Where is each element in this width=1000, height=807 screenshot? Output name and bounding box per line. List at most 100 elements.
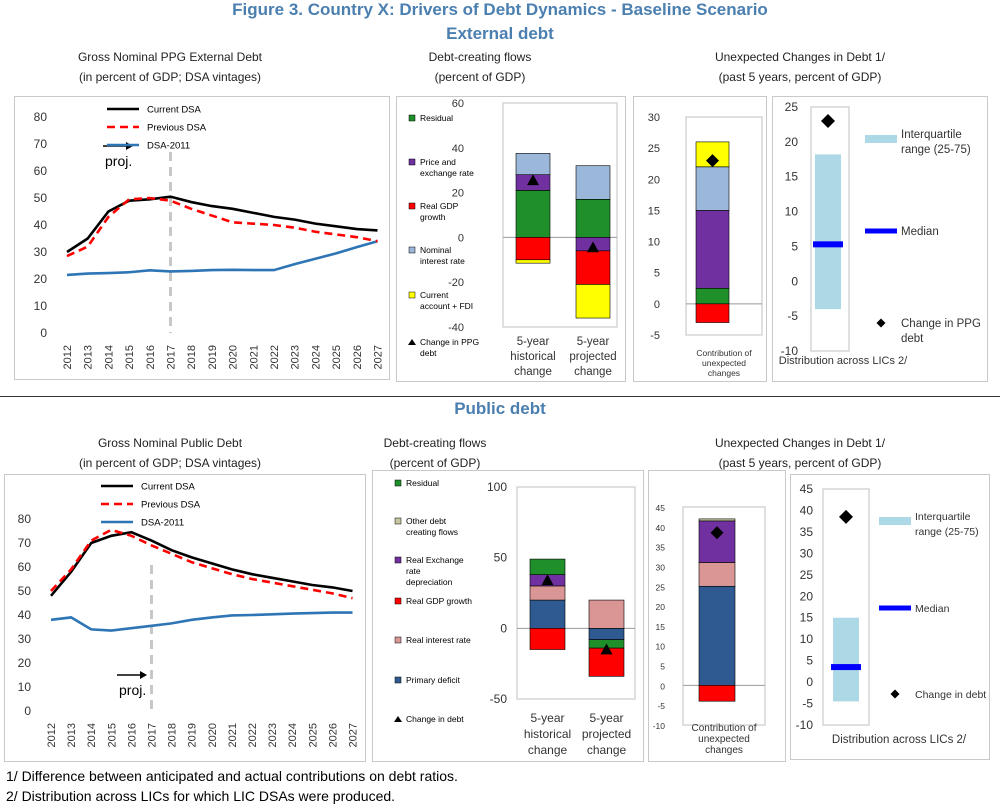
y-tick-label: 25	[656, 582, 666, 592]
plot-area	[822, 488, 870, 726]
x-tick-label: 2023	[267, 723, 279, 747]
pub-contrib-chart: -10 -5 0 5 10 15 20 25 30 35 40 45 Contribution ofun…	[653, 503, 766, 756]
caption-line-1: Unexpected Changes in Debt 1/	[714, 436, 886, 450]
x-category-label: Distribution across LICs 2/	[779, 355, 908, 367]
bar-segment-nominal-interest-rate	[575, 165, 611, 200]
ext-contrib-chart: -5 0 5 10 15 20 25 30 Contribution ofunexpectedc…	[648, 112, 763, 378]
change-marker	[541, 574, 554, 586]
bar-segment-residual	[575, 199, 611, 238]
legend-label: Nominal interest rate	[420, 245, 465, 266]
ext-flows-chart: -40 -20 0 20 40 60 5-year historical change 5-yea…	[408, 98, 618, 378]
y-tick-label: -10	[781, 344, 799, 358]
y-tick-label: 5	[660, 662, 665, 672]
plot-area	[685, 116, 763, 336]
y-tick-label: -5	[787, 309, 798, 323]
plot-area	[516, 486, 636, 700]
y-tick-label: 100	[487, 480, 507, 494]
legend-label: Real Exchange rate depreciation	[406, 555, 464, 587]
y-tick-label: 10	[18, 680, 32, 694]
x-category-label: Contribution of	[696, 348, 752, 358]
legend-label: Current DSA	[141, 482, 196, 493]
legend-label: Change in debt	[406, 714, 464, 724]
caption-ext-line: Gross Nominal PPG External Debt (in perc…	[50, 47, 290, 87]
legend-label: DSA-2011	[147, 141, 190, 152]
series-line-previous-dsa	[66, 196, 378, 258]
legend-swatch	[408, 202, 416, 210]
legend-label: Interquartile range (25-75)	[901, 129, 971, 156]
caption-line-1: Debt-creating flows	[428, 50, 532, 64]
legend-label: Current DSA	[147, 105, 202, 116]
y-tick-label: 40	[34, 218, 48, 232]
y-tick-label: 30	[800, 546, 814, 560]
legend-swatch	[394, 636, 402, 644]
change-marker	[876, 318, 886, 328]
panel-ext-contrib: -5 0 5 10 15 20 25 30 Contribution of unexpected c…	[633, 96, 767, 382]
y-tick-label: 40	[800, 503, 814, 517]
bar-segment-price-and-exchange-rate	[695, 210, 730, 289]
legend-label: Median	[915, 603, 950, 615]
legend-label: Real GDP growth	[420, 201, 459, 222]
change-marker	[587, 241, 599, 253]
bar-segment-residual	[529, 558, 566, 575]
y-tick-label: -10	[653, 721, 666, 731]
legend-swatch-iqr	[879, 517, 911, 525]
panel-pub-line: 0 10 20 30 40 50 60 70 80 2012 2013 2014 2015 2016 201…	[4, 474, 366, 762]
x-tick-label: 2016	[126, 723, 138, 747]
caption-line-1: Gross Nominal PPG External Debt	[77, 50, 263, 64]
series-line-previous-dsa	[50, 528, 353, 600]
x-tick-label: 2013	[66, 723, 78, 747]
y-tick-label: 0	[654, 299, 660, 311]
ext-line-chart: 0 10 20 30 40 50 60 70 80 2012 2013 2014 2015 2016 201…	[34, 105, 385, 370]
x-tick-label: 2017	[147, 723, 159, 747]
x-category-label: historical	[524, 727, 571, 741]
projection-arrow-head	[140, 671, 147, 679]
ext-dist-chart: -10 -5 0 5 10 15 20 25 Distribution across LICs …	[779, 100, 981, 367]
bar-segment-primary-deficit	[529, 599, 566, 629]
y-tick-label: 30	[34, 245, 48, 259]
plot-area	[682, 506, 766, 726]
caption-pub-line: Gross Nominal Public Debt (in percent of…	[50, 433, 290, 473]
y-tick-label: 0	[791, 274, 798, 288]
legend-swatch	[394, 479, 402, 487]
caption-ext-flows: Debt-creating flows (percent of GDP)	[405, 47, 555, 87]
change-marker	[710, 526, 724, 540]
x-tick-label: 2013	[83, 345, 95, 369]
legend-swatch	[408, 158, 416, 166]
change-marker	[821, 113, 835, 128]
change-marker	[600, 643, 613, 655]
x-tick-label: 2012	[46, 723, 58, 747]
y-tick-label: 25	[648, 143, 660, 155]
legend-label: Primary deficit	[406, 675, 460, 685]
bar-segment-nominal-interest-rate	[695, 166, 730, 211]
y-tick-label: 10	[656, 642, 666, 652]
legend-swatch	[394, 676, 402, 684]
y-tick-label: 20	[648, 174, 660, 186]
y-tick-label: 45	[656, 503, 666, 513]
pub-flows-chart: -50 0 50 100 5-year historical change 5-year pro…	[394, 478, 636, 757]
y-tick-label: 10	[648, 237, 660, 249]
y-tick-label: 15	[656, 622, 666, 632]
x-tick-label: 2022	[247, 723, 259, 747]
change-marker	[706, 154, 719, 168]
y-tick-label: 50	[18, 584, 32, 598]
legend-label: Residual	[420, 113, 453, 123]
pub-dist-chart: -10 -5 0 5 10 15 20 25 30 35 40 45 Distribution acro…	[796, 482, 987, 746]
x-category-label: Contribution of	[691, 723, 756, 734]
y-tick-label: 35	[656, 543, 666, 553]
y-tick-label: 40	[18, 608, 32, 622]
y-tick-label: 30	[18, 632, 32, 646]
x-tick-label: 2014	[103, 345, 115, 369]
y-tick-label: 15	[648, 205, 660, 217]
panel-pub-flows: -50 0 50 100 5-year historical change 5-year pro…	[372, 470, 644, 762]
x-tick-label: 2026	[352, 345, 364, 369]
y-tick-label: 25	[785, 100, 799, 114]
y-tick-label: 20	[785, 135, 799, 149]
legend-swatch	[408, 246, 416, 254]
caption-line-2: (in percent of GDP; DSA vintages)	[78, 70, 262, 84]
y-tick-label: 5	[791, 239, 798, 253]
legend-label: Median	[901, 226, 939, 238]
legend-label: Real interest rate	[406, 635, 471, 645]
panel-pub-dist: -10 -5 0 5 10 15 20 25 30 35 40 45 Distribution acro…	[790, 474, 990, 760]
section-title-external: External debt	[446, 24, 554, 43]
legend-swatch	[394, 597, 402, 605]
